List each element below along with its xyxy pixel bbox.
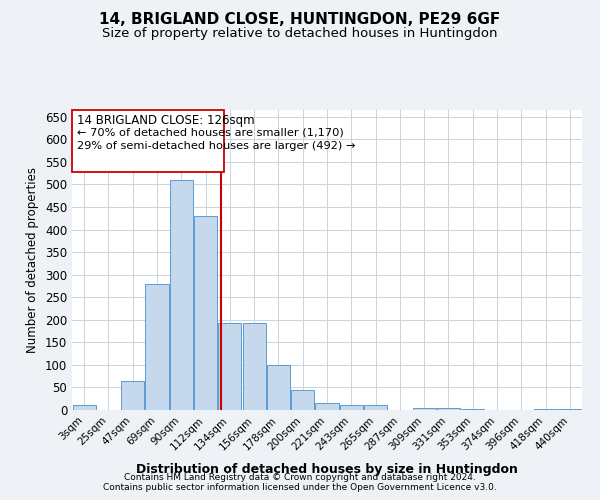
Text: 14 BRIGLAND CLOSE: 126sqm: 14 BRIGLAND CLOSE: 126sqm	[77, 114, 255, 126]
X-axis label: Distribution of detached houses by size in Huntingdon: Distribution of detached houses by size …	[136, 463, 518, 476]
Bar	[218, 324, 241, 410]
Bar	[291, 390, 314, 410]
Bar	[242, 324, 266, 410]
Text: ← 70% of detached houses are smaller (1,170): ← 70% of detached houses are smaller (1,…	[77, 128, 344, 138]
Bar	[559, 408, 581, 410]
Bar	[121, 380, 144, 410]
Bar	[316, 403, 338, 410]
Bar	[267, 365, 290, 410]
Bar	[170, 180, 193, 410]
Bar	[413, 408, 436, 410]
FancyBboxPatch shape	[72, 110, 224, 172]
Bar	[194, 216, 217, 410]
Bar	[145, 284, 169, 410]
Bar	[364, 406, 387, 410]
Text: Contains public sector information licensed under the Open Government Licence v3: Contains public sector information licen…	[103, 484, 497, 492]
Text: 29% of semi-detached houses are larger (492) →: 29% of semi-detached houses are larger (…	[77, 140, 355, 150]
Text: 14, BRIGLAND CLOSE, HUNTINGDON, PE29 6GF: 14, BRIGLAND CLOSE, HUNTINGDON, PE29 6GF	[100, 12, 500, 28]
Bar	[340, 406, 363, 410]
Bar	[437, 408, 460, 410]
Bar	[534, 408, 557, 410]
Bar	[461, 408, 484, 410]
Bar	[73, 406, 95, 410]
Y-axis label: Number of detached properties: Number of detached properties	[26, 167, 40, 353]
Text: Contains HM Land Registry data © Crown copyright and database right 2024.: Contains HM Land Registry data © Crown c…	[124, 472, 476, 482]
Text: Size of property relative to detached houses in Huntingdon: Size of property relative to detached ho…	[102, 28, 498, 40]
